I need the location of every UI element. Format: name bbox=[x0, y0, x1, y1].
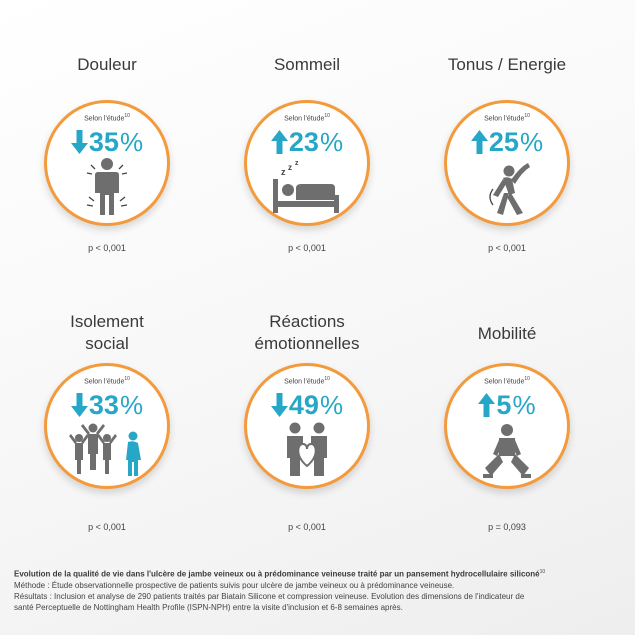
card-title: Sommeil bbox=[273, 55, 341, 74]
stat-value: 23% bbox=[247, 127, 367, 157]
stat-circle: Selon l'étude10 5% bbox=[444, 363, 570, 489]
arrow-down-icon bbox=[70, 130, 88, 154]
p-value: p = 0,093 bbox=[488, 522, 526, 532]
footer-results-line-2: santé Perceptuelle de Nottingham Health … bbox=[14, 602, 403, 612]
stretching-person-icon bbox=[489, 163, 530, 215]
card-title: Mobilité bbox=[477, 324, 537, 343]
stat-circle: Selon l'étude10 23% z z z bbox=[244, 100, 370, 226]
stat-value: 49% bbox=[247, 390, 367, 420]
svg-text:z: z bbox=[295, 160, 299, 167]
card-title: Douleur bbox=[77, 55, 137, 74]
arrow-up-icon bbox=[270, 130, 288, 154]
footer-method: Méthode : Étude observationnelle prospec… bbox=[14, 580, 455, 590]
stat-value: 33% bbox=[47, 390, 167, 420]
sleep-bed-icon: z z z bbox=[273, 160, 339, 213]
couple-heart-icon bbox=[287, 422, 327, 476]
squatting-person-icon bbox=[483, 424, 531, 478]
stat-circle: Selon l'étude10 35% bbox=[44, 100, 170, 226]
stat-value: 25% bbox=[447, 127, 567, 157]
arrow-down-icon bbox=[270, 393, 288, 417]
p-value: p < 0,001 bbox=[288, 243, 326, 253]
svg-text:z: z bbox=[288, 163, 292, 172]
footer-notes: Evolution de la qualité de vie dans l'ul… bbox=[14, 567, 624, 613]
card-title: Tonus / Energie bbox=[447, 55, 567, 74]
arrow-up-icon bbox=[470, 130, 488, 154]
card-title: Réactions émotionnelles bbox=[254, 312, 360, 353]
stat-circle: Selon l'étude10 49% bbox=[244, 363, 370, 489]
study-label: Selon l'étude10 bbox=[284, 376, 330, 386]
group-isolation-icon bbox=[69, 423, 141, 476]
stat-circle: Selon l'étude10 33% bbox=[44, 363, 170, 489]
stat-circle: Selon l'étude10 25% bbox=[444, 100, 570, 226]
study-label: Selon l'étude10 bbox=[484, 376, 530, 386]
study-label: Selon l'étude10 bbox=[484, 113, 530, 123]
card-title: Isolement social bbox=[70, 312, 144, 353]
footer-headline: Evolution de la qualité de vie dans l'ul… bbox=[14, 569, 546, 579]
p-value: p < 0,001 bbox=[88, 243, 126, 253]
stat-value: 5% bbox=[447, 390, 567, 420]
study-label: Selon l'étude10 bbox=[84, 113, 130, 123]
arrow-down-icon bbox=[70, 393, 88, 417]
p-value: p < 0,001 bbox=[88, 522, 126, 532]
p-value: p < 0,001 bbox=[488, 243, 526, 253]
pain-person-icon bbox=[86, 158, 128, 215]
stat-value: 35% bbox=[47, 127, 167, 157]
study-label: Selon l'étude10 bbox=[284, 113, 330, 123]
footer-results-line-1: Résultats : Inclusion et analyse de 290 … bbox=[14, 591, 525, 601]
svg-text:z: z bbox=[281, 167, 286, 177]
arrow-up-icon bbox=[478, 393, 496, 417]
study-label: Selon l'étude10 bbox=[84, 376, 130, 386]
p-value: p < 0,001 bbox=[288, 522, 326, 532]
